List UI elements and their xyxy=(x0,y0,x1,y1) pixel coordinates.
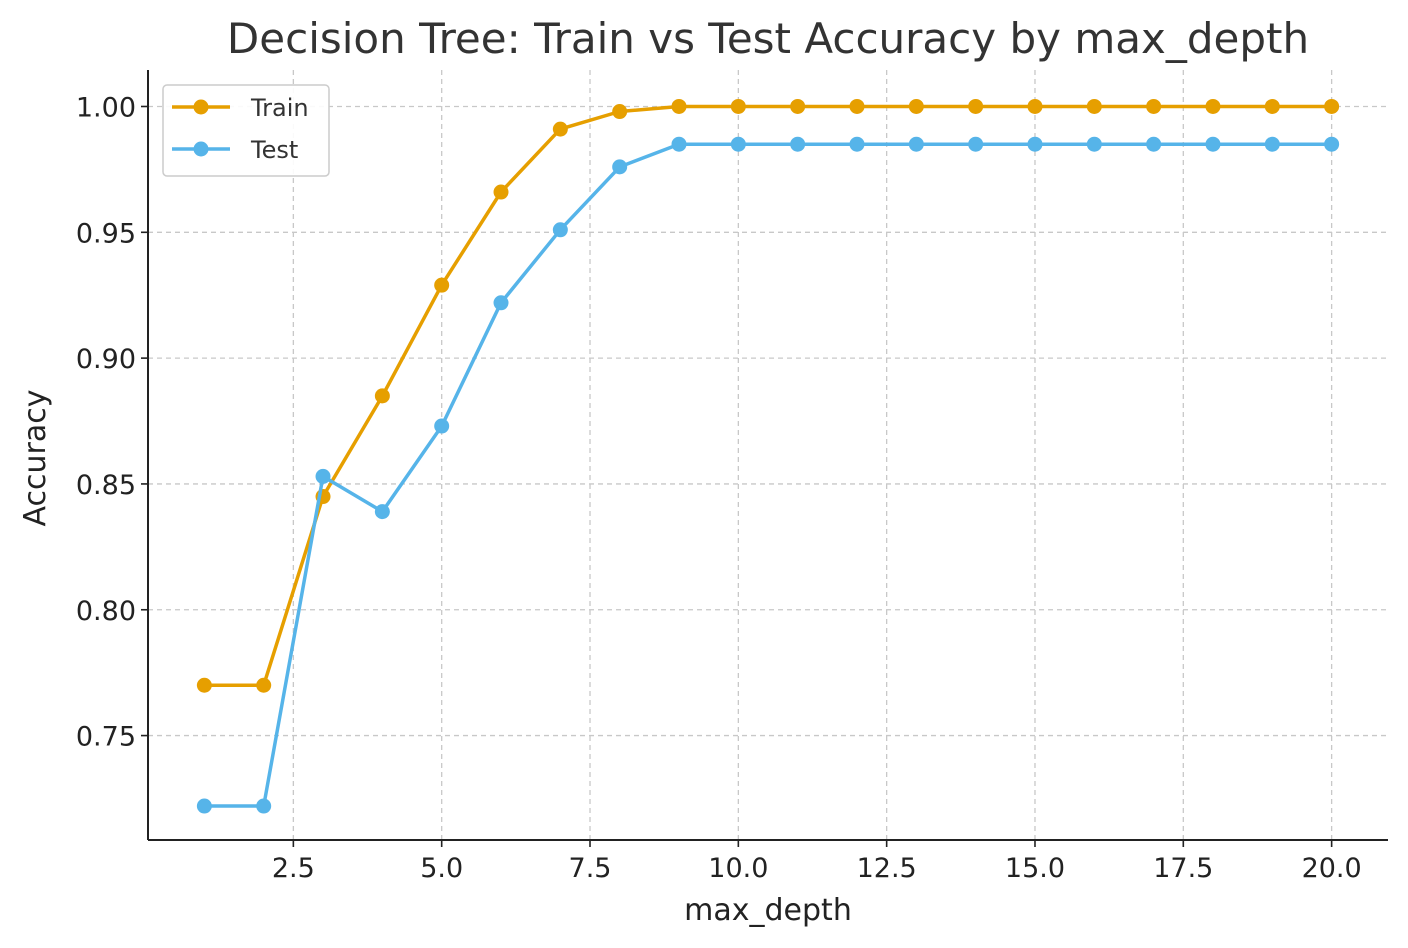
data-point-train xyxy=(612,104,628,120)
data-point-test xyxy=(1324,136,1340,152)
legend-label-test: Test xyxy=(250,136,298,164)
data-point-train xyxy=(1324,98,1340,114)
data-point-test xyxy=(671,136,687,152)
data-point-test xyxy=(493,295,509,311)
data-point-test xyxy=(790,136,806,152)
data-point-test xyxy=(1086,136,1102,152)
y-tick-label: 1.00 xyxy=(76,92,136,123)
data-point-train xyxy=(790,98,806,114)
legend-marker-train xyxy=(193,99,209,115)
chart-title: Decision Tree: Train vs Test Accuracy by… xyxy=(227,14,1309,63)
data-point-test xyxy=(612,159,628,175)
data-point-train xyxy=(434,277,450,293)
data-point-train xyxy=(730,98,746,114)
grid-layer xyxy=(148,70,1388,840)
legend: Train Test xyxy=(162,84,330,177)
data-point-test xyxy=(908,136,924,152)
x-tick-label: 17.5 xyxy=(1153,853,1213,884)
y-tick-label: 0.90 xyxy=(76,344,136,375)
data-point-test xyxy=(849,136,865,152)
data-point-train xyxy=(671,98,687,114)
data-point-train xyxy=(196,677,212,693)
legend-entry-train: Train xyxy=(172,94,309,122)
legend-marker-test xyxy=(193,141,209,157)
series-line-train xyxy=(202,104,1334,687)
x-tick-label: 10.0 xyxy=(708,853,768,884)
y-tick-label: 0.80 xyxy=(76,596,136,627)
data-point-test xyxy=(1264,136,1280,152)
x-tick-label: 7.5 xyxy=(569,853,612,884)
data-point-train xyxy=(256,677,272,693)
x-tick-label: 2.5 xyxy=(272,853,315,884)
data-point-test xyxy=(730,136,746,152)
y-tick-label: 0.75 xyxy=(76,722,136,753)
data-point-test xyxy=(552,222,568,238)
data-point-train xyxy=(849,98,865,114)
data-point-train xyxy=(908,98,924,114)
x-tick-label: 5.0 xyxy=(420,853,463,884)
series-layer xyxy=(196,98,1340,814)
x-tick-label: 20.0 xyxy=(1302,853,1362,884)
x-tick-label: 12.5 xyxy=(857,853,917,884)
axes-layer: 2.5 5.0 7.5 10.0 12.5 15.0 17.5 20.0 0.75 0.80 0.8… xyxy=(76,70,1388,884)
data-point-train xyxy=(1146,98,1162,114)
data-point-test xyxy=(1027,136,1043,152)
data-point-test xyxy=(256,798,272,814)
data-point-train xyxy=(968,98,984,114)
legend-entry-test: Test xyxy=(172,136,298,164)
data-point-train xyxy=(552,121,568,137)
data-point-test xyxy=(1146,136,1162,152)
legend-label-train: Train xyxy=(250,94,309,122)
data-point-test xyxy=(434,418,450,434)
data-point-train xyxy=(1086,98,1102,114)
x-axis-label: max_depth xyxy=(684,893,852,928)
data-point-test xyxy=(196,798,212,814)
data-point-test xyxy=(374,504,390,520)
data-point-train xyxy=(1264,98,1280,114)
y-axis-label: Accuracy xyxy=(18,390,53,527)
data-point-test xyxy=(315,468,331,484)
data-point-test xyxy=(1205,136,1221,152)
data-point-train xyxy=(374,388,390,404)
data-point-train xyxy=(493,184,509,200)
y-tick-label: 0.85 xyxy=(76,470,136,501)
data-point-test xyxy=(968,136,984,152)
series-line-test xyxy=(202,142,1334,808)
data-point-train xyxy=(1027,98,1043,114)
y-tick-label: 0.95 xyxy=(76,218,136,249)
data-point-train xyxy=(1205,98,1221,114)
x-tick-label: 15.0 xyxy=(1005,853,1065,884)
